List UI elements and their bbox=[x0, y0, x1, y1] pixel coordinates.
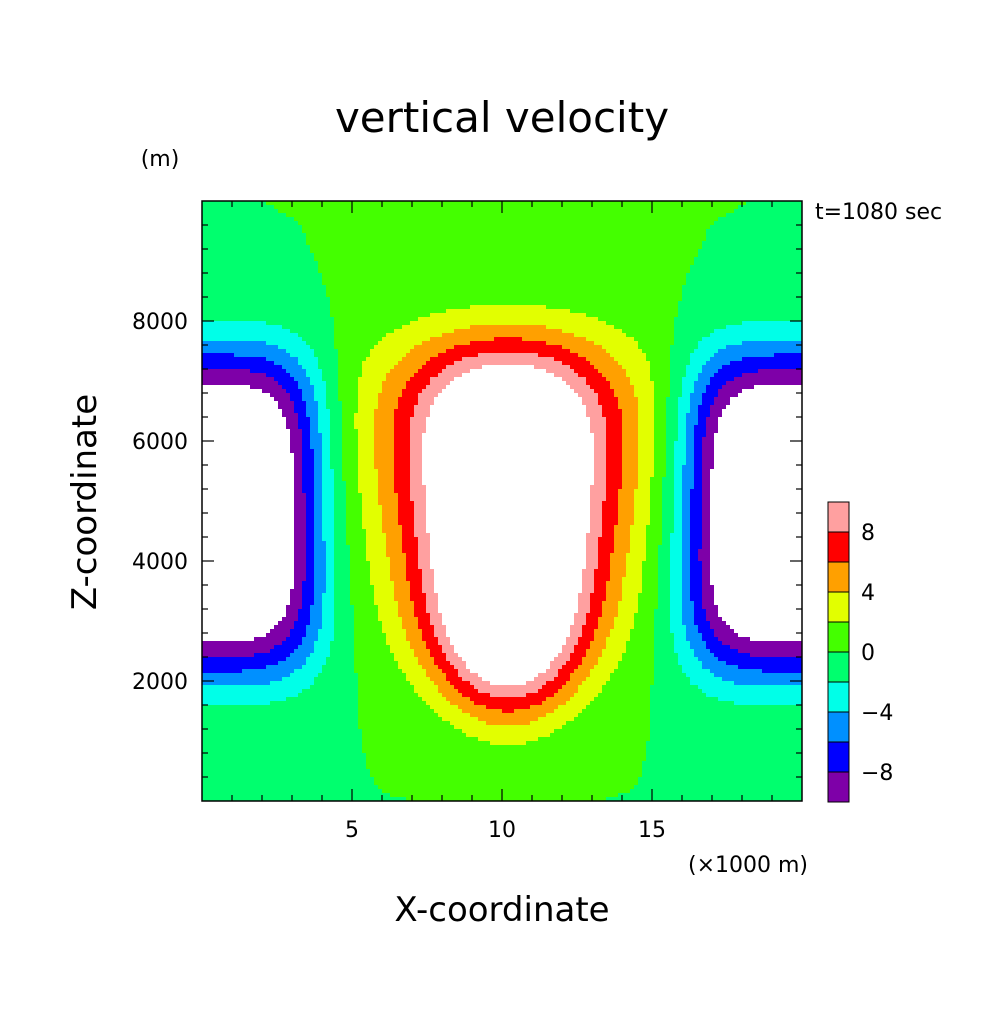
x-axis-label: X-coordinate bbox=[394, 890, 609, 930]
y-tick-label: 6000 bbox=[132, 430, 188, 455]
colorbar-swatch bbox=[828, 562, 849, 592]
colorbar-label: 0 bbox=[861, 641, 875, 666]
colorbar-label: 4 bbox=[861, 581, 875, 606]
x-tick-label: 5 bbox=[345, 818, 359, 843]
colorbar-swatch bbox=[828, 622, 849, 652]
colorbar-label: 8 bbox=[861, 521, 875, 546]
colorbar-swatch bbox=[828, 682, 849, 712]
chart-title: vertical velocity bbox=[335, 93, 669, 142]
colorbar: 8 4 0 −4 −8 bbox=[828, 502, 893, 802]
y-axis-label: Z-coordinate bbox=[65, 394, 105, 610]
colorbar-label: −4 bbox=[861, 701, 893, 726]
contour-field bbox=[202, 201, 803, 802]
time-label: t=1080 sec bbox=[815, 200, 942, 225]
x-unit-label: (×1000 m) bbox=[688, 853, 808, 878]
colorbar-swatch bbox=[828, 532, 849, 562]
y-tick-label: 4000 bbox=[132, 550, 188, 575]
plot-area: 5 10 15 2000 4000 6000 8000 bbox=[132, 201, 803, 843]
colorbar-swatch bbox=[828, 712, 849, 742]
x-tick-label: 15 bbox=[638, 818, 666, 843]
y-tick-label: 2000 bbox=[132, 670, 188, 695]
y-unit-label: (m) bbox=[141, 147, 180, 172]
colorbar-swatch bbox=[828, 772, 849, 802]
y-tick-label: 8000 bbox=[132, 310, 188, 335]
x-tick-label: 10 bbox=[488, 818, 516, 843]
colorbar-swatch bbox=[828, 652, 849, 682]
colorbar-swatch bbox=[828, 742, 849, 772]
colorbar-swatch bbox=[828, 502, 849, 532]
colorbar-label: −8 bbox=[861, 761, 893, 786]
colorbar-swatch bbox=[828, 592, 849, 622]
